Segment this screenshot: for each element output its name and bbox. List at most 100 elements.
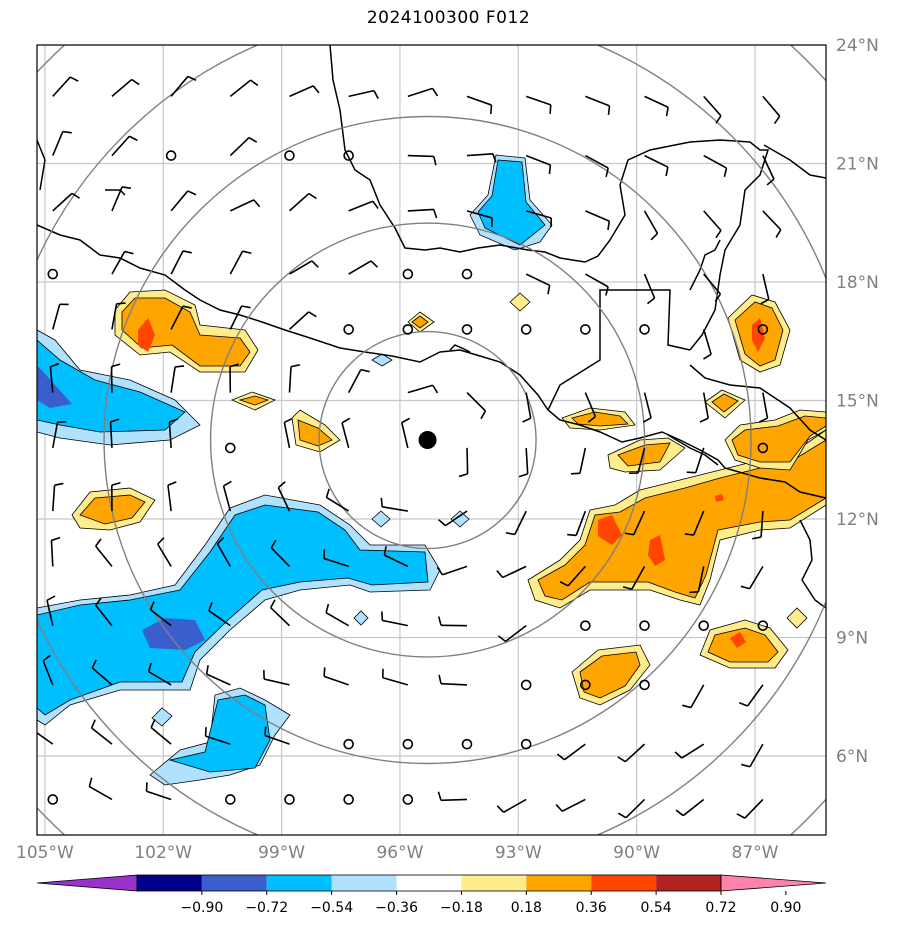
calm-wind-circle — [580, 679, 591, 691]
latitude-label: 21°N — [836, 155, 879, 175]
baja-peninsula — [37, 139, 46, 191]
guatemala-border — [547, 289, 691, 411]
wind-barb — [269, 599, 291, 627]
wind-barb — [341, 417, 351, 449]
wind-barb — [52, 130, 72, 156]
map-frame — [36, 44, 827, 836]
latitude-label: 9°N — [836, 629, 868, 649]
longitude-labels: 105°W 102°W 99°W 96°W 93°W 90°W 87°W — [16, 843, 779, 863]
wind-barb — [111, 135, 138, 157]
calm-wind-circle — [461, 738, 473, 750]
wind-barb — [740, 565, 764, 590]
wind-barbs — [37, 75, 782, 819]
wind-barb — [149, 601, 172, 627]
calm-wind-circle — [520, 738, 532, 750]
wind-barb — [466, 392, 487, 420]
wind-barb — [111, 186, 132, 212]
wind-barb — [643, 273, 656, 305]
wind-barb — [584, 273, 609, 296]
wind-barb — [525, 210, 553, 227]
wind-barb — [585, 210, 611, 231]
wind-barb — [762, 95, 781, 125]
longitude-label: 93°W — [495, 843, 542, 863]
wind-barb — [157, 537, 172, 567]
calm-wind-circle — [520, 679, 532, 691]
calm-wind-circle — [698, 620, 710, 631]
calm-wind-circle — [580, 324, 591, 335]
wind-barb — [167, 481, 177, 512]
wind-barb — [466, 95, 493, 115]
wind-barb — [52, 303, 69, 330]
calm-wind-circle — [402, 324, 414, 335]
positive-region-small-1-core — [238, 395, 270, 406]
latitude-labels: 24°N 21°N 18°N 15°N 12°N 9°N 6°N — [836, 36, 879, 767]
calm-wind-circle — [343, 324, 354, 335]
wind-barb — [323, 549, 349, 568]
wind-barb — [762, 155, 775, 186]
wind-barb — [37, 731, 54, 745]
wind-barb — [52, 192, 80, 212]
positive-region-south-far-east-core — [707, 627, 779, 663]
negative-region-west-dark — [37, 365, 72, 408]
calm-wind-circle — [343, 738, 354, 750]
negative-speck-4 — [450, 510, 470, 528]
wind-barb — [437, 791, 468, 802]
wind-barb — [436, 565, 468, 576]
colorbar-bin — [396, 875, 462, 891]
negative-speck-2 — [371, 353, 393, 367]
wind-barb — [758, 392, 769, 423]
wind-barb — [229, 199, 261, 212]
wind-barb — [703, 95, 722, 124]
wind-barb — [644, 95, 669, 117]
latitude-label: 15°N — [836, 392, 879, 412]
calm-wind-circle — [580, 620, 591, 631]
negative-region-west-core — [37, 339, 186, 433]
colorbar-bin — [201, 875, 267, 891]
wind-barb — [111, 302, 126, 330]
longitude-label: 105°W — [16, 843, 74, 863]
colorbar-bin — [331, 875, 397, 891]
positive-region-east-core — [537, 439, 826, 601]
wind-barb — [288, 364, 300, 393]
wind-barb — [555, 798, 586, 812]
wind-barb — [624, 510, 646, 536]
wind-barb — [497, 625, 527, 643]
wind-barb — [288, 192, 317, 212]
wind-barb — [51, 420, 67, 449]
wind-barb — [208, 602, 231, 627]
colorbar-extend-low — [36, 874, 138, 892]
calm-wind-circle — [757, 620, 769, 631]
calm-wind-circle — [402, 738, 414, 750]
wind-barb — [617, 743, 646, 763]
positive-region-small-3-core — [411, 315, 429, 329]
colorbar-tick-label: 0.36 — [576, 900, 607, 916]
calm-wind-circle — [47, 268, 59, 280]
wind-barb — [288, 311, 317, 330]
wind-barb — [90, 719, 113, 745]
wind-barb — [170, 250, 192, 275]
wind-barb — [496, 798, 527, 813]
wind-barb — [525, 95, 552, 114]
wind-barb — [752, 511, 764, 540]
wind-barb — [170, 305, 192, 330]
wind-barb — [325, 488, 350, 512]
calm-wind-circle — [639, 324, 650, 335]
calm-wind-circle — [402, 794, 414, 805]
wind-barb — [466, 210, 493, 227]
positive-region-south-far-east-dark — [730, 632, 746, 648]
mexico-pacific-coast — [37, 224, 826, 499]
wind-barb — [567, 510, 587, 537]
wind-barb — [525, 154, 552, 175]
wind-barb — [643, 210, 659, 241]
wind-barb — [438, 674, 468, 686]
storm-center-marker — [418, 431, 437, 449]
range-ring — [318, 330, 537, 550]
wind-barb — [270, 539, 291, 567]
wind-barb — [584, 154, 609, 177]
calm-wind-circle — [639, 620, 650, 631]
wind-barb — [109, 418, 120, 448]
wind-barb — [703, 154, 728, 178]
calm-wind-circle — [225, 442, 236, 454]
wind-barb — [95, 538, 113, 567]
